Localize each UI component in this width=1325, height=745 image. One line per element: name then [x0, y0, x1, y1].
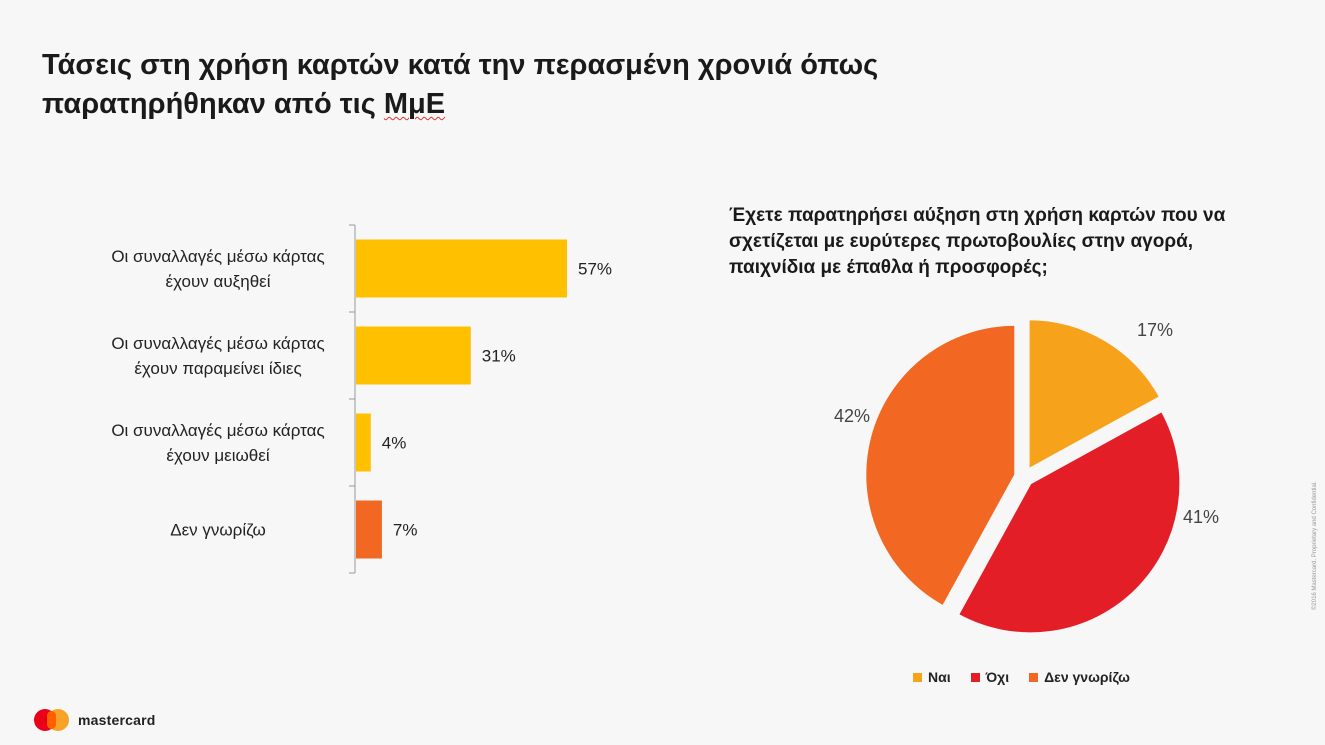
- bar-1: [356, 239, 567, 298]
- legend-item-yes: Ναι: [913, 669, 951, 685]
- pie-value-label-3: 42%: [834, 406, 870, 426]
- bar-category-label-1: Οι συναλλαγές μέσω κάρτας: [111, 247, 324, 266]
- bar-value-label-4: 7%: [393, 521, 418, 540]
- page-title: Τάσεις στη χρήση καρτών κατά την περασμέ…: [42, 46, 942, 124]
- bar-4: [356, 500, 382, 559]
- bar-2: [356, 326, 471, 385]
- legend-item-no: Όχι: [970, 669, 1010, 685]
- bar-category-label-4: Δεν γνωρίζω: [170, 521, 266, 540]
- legend-swatch-dont-know: [1029, 672, 1039, 682]
- bar-chart: 57% Οι συναλλαγές μέσω κάρτας έχουν αυξηθε…: [111, 224, 612, 574]
- pie-legend: Ναι Όχι Δεν γνωρίζω: [913, 669, 1130, 685]
- bar-value-label-3: 4%: [382, 434, 407, 453]
- legend-item-dont-know: Δεν γνωρίζω: [1029, 669, 1130, 685]
- legend-label-no: Όχι: [985, 669, 1010, 685]
- pie-value-label-1: 17%: [1137, 320, 1173, 340]
- title-abbreviation: ΜμΕ: [383, 88, 446, 120]
- bar-3: [356, 413, 371, 472]
- bar-category-label-2: Οι συναλλαγές μέσω κάρτας: [111, 334, 324, 353]
- legend-label-yes: Ναι: [928, 669, 951, 685]
- bar-category-label-1: έχουν αυξηθεί: [165, 272, 270, 291]
- pie-chart-question: Έχετε παρατηρήσει αύξηση στη χρήση καρτώ…: [729, 205, 1226, 278]
- mastercard-wordmark: mastercard: [78, 712, 156, 728]
- pie-slice-2: [956, 409, 1182, 635]
- mastercard-circles-icon: [34, 709, 70, 731]
- bar-value-label-1: 57%: [578, 260, 612, 279]
- bar-category-label-3: Οι συναλλαγές μέσω κάρτας: [111, 421, 324, 440]
- title-line-2: παρατηρήθηκαν από τις ΜμΕ: [42, 85, 942, 124]
- copyright-notice: ©2016 Mastercard. Proprietary and Confid…: [1312, 481, 1318, 610]
- pie-value-label-2: 41%: [1183, 507, 1219, 527]
- legend-swatch-no: [970, 672, 980, 682]
- bar-category-label-3: έχουν μειωθεί: [166, 446, 269, 465]
- bar-value-label-2: 31%: [482, 347, 516, 366]
- legend-swatch-yes: [913, 672, 922, 682]
- title-line-2-text: παρατηρήθηκαν από τις: [42, 88, 384, 120]
- legend-label-dont-know: Δεν γνωρίζω: [1044, 669, 1130, 685]
- title-line-1: Τάσεις στη χρήση καρτών κατά την περασμέ…: [42, 49, 879, 81]
- pie-slice-1: [1027, 318, 1162, 471]
- bar-category-label-2: έχουν παραμείνει ίδιες: [134, 359, 301, 378]
- pie-slice-3: [864, 323, 1017, 608]
- mastercard-logo: mastercard: [34, 709, 156, 731]
